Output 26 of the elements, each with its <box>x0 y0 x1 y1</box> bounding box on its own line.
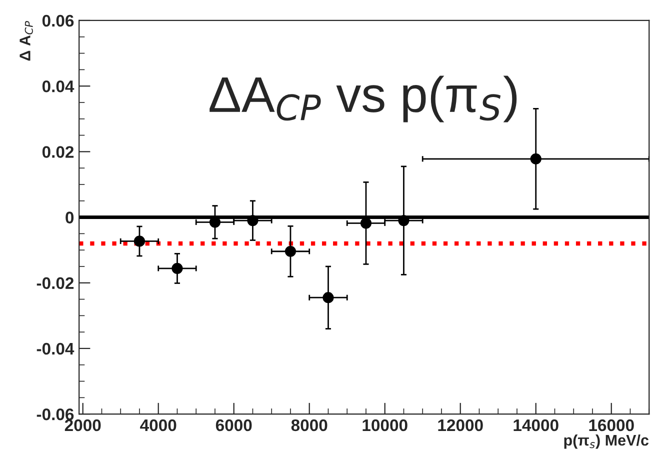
x-tick-label: 4000 <box>140 419 176 432</box>
point <box>172 262 183 274</box>
y-tick-label: 0.04 <box>42 80 74 92</box>
point <box>134 236 146 247</box>
x-tick-label: 2000 <box>64 419 101 432</box>
x-tick-label: 12000 <box>438 419 483 432</box>
y-tick-label: 0.02 <box>42 146 74 158</box>
x-tick-label: 14000 <box>514 419 558 432</box>
point <box>322 292 334 304</box>
y-tick-label: -0.06 <box>36 408 74 420</box>
x-tick-label: 8000 <box>291 419 328 432</box>
point <box>284 246 296 257</box>
point <box>247 214 258 226</box>
x-tick-label: 10000 <box>362 419 408 432</box>
point <box>360 218 372 229</box>
text: ΔA$_{CP}$ vs p(π$_{S}$) <box>210 76 517 122</box>
y-tick-label: -0.04 <box>36 342 74 355</box>
y-tick-label: 0.06 <box>42 14 74 27</box>
x-tick-label: 16000 <box>589 419 634 432</box>
y-axis-title: Δ A$_{CP}$ <box>20 20 33 61</box>
y-tick-label: -0.02 <box>36 277 74 290</box>
x-tick-label: 6000 <box>216 419 252 432</box>
point <box>530 153 542 164</box>
x-axis-title: p(π$_{s}$) MeV/c <box>564 434 649 449</box>
point <box>398 214 410 226</box>
y-tick-label: 0 <box>66 212 74 224</box>
